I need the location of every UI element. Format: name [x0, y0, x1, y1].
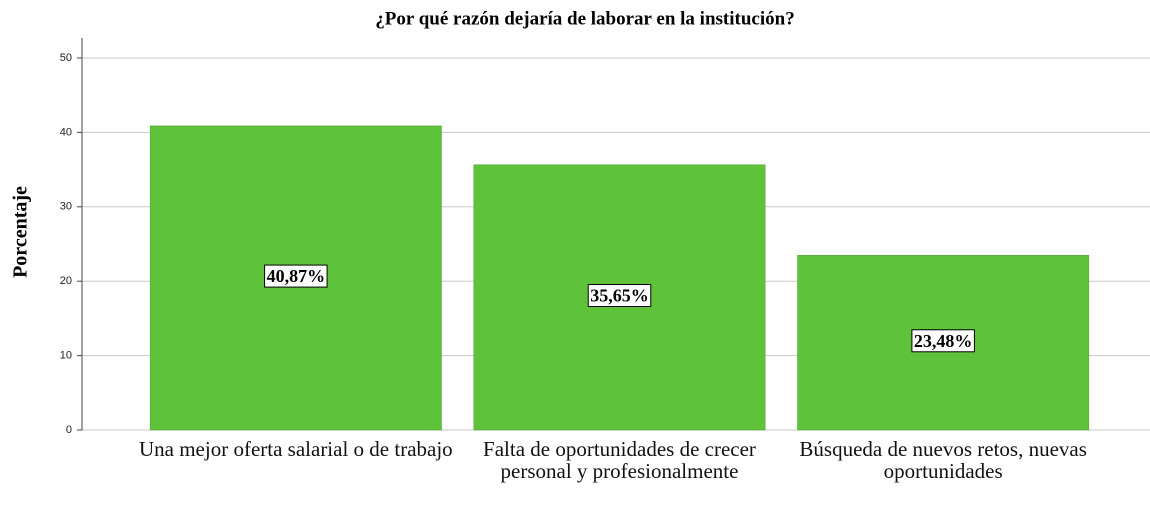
x-tick-label: Falta de oportunidades de crecer persona… [483, 437, 756, 483]
y-tick-label: 30 [60, 201, 72, 213]
y-tick-label: 0 [66, 424, 72, 436]
value-label-box [264, 264, 328, 288]
value-label: 40,87% [267, 266, 326, 286]
x-tick-label: Una mejor oferta salarial o de trabajo [138, 437, 453, 461]
value-label-box [911, 329, 975, 353]
value-label: 35,65% [590, 286, 649, 306]
y-tick-label: 20 [60, 275, 72, 287]
value-label: 23,48% [914, 331, 973, 351]
y-tick-label: 50 [60, 52, 72, 64]
chart-title: ¿Por qué razón dejaría de laborar en la … [375, 8, 794, 29]
y-tick-label: 40 [60, 126, 72, 138]
value-label-box [587, 284, 652, 308]
y-tick-label: 10 [60, 350, 72, 362]
x-tick-label: Búsqueda de nuevos retos, nuevas oportun… [799, 437, 1087, 483]
y-axis-label: Porcentaje [10, 186, 32, 278]
